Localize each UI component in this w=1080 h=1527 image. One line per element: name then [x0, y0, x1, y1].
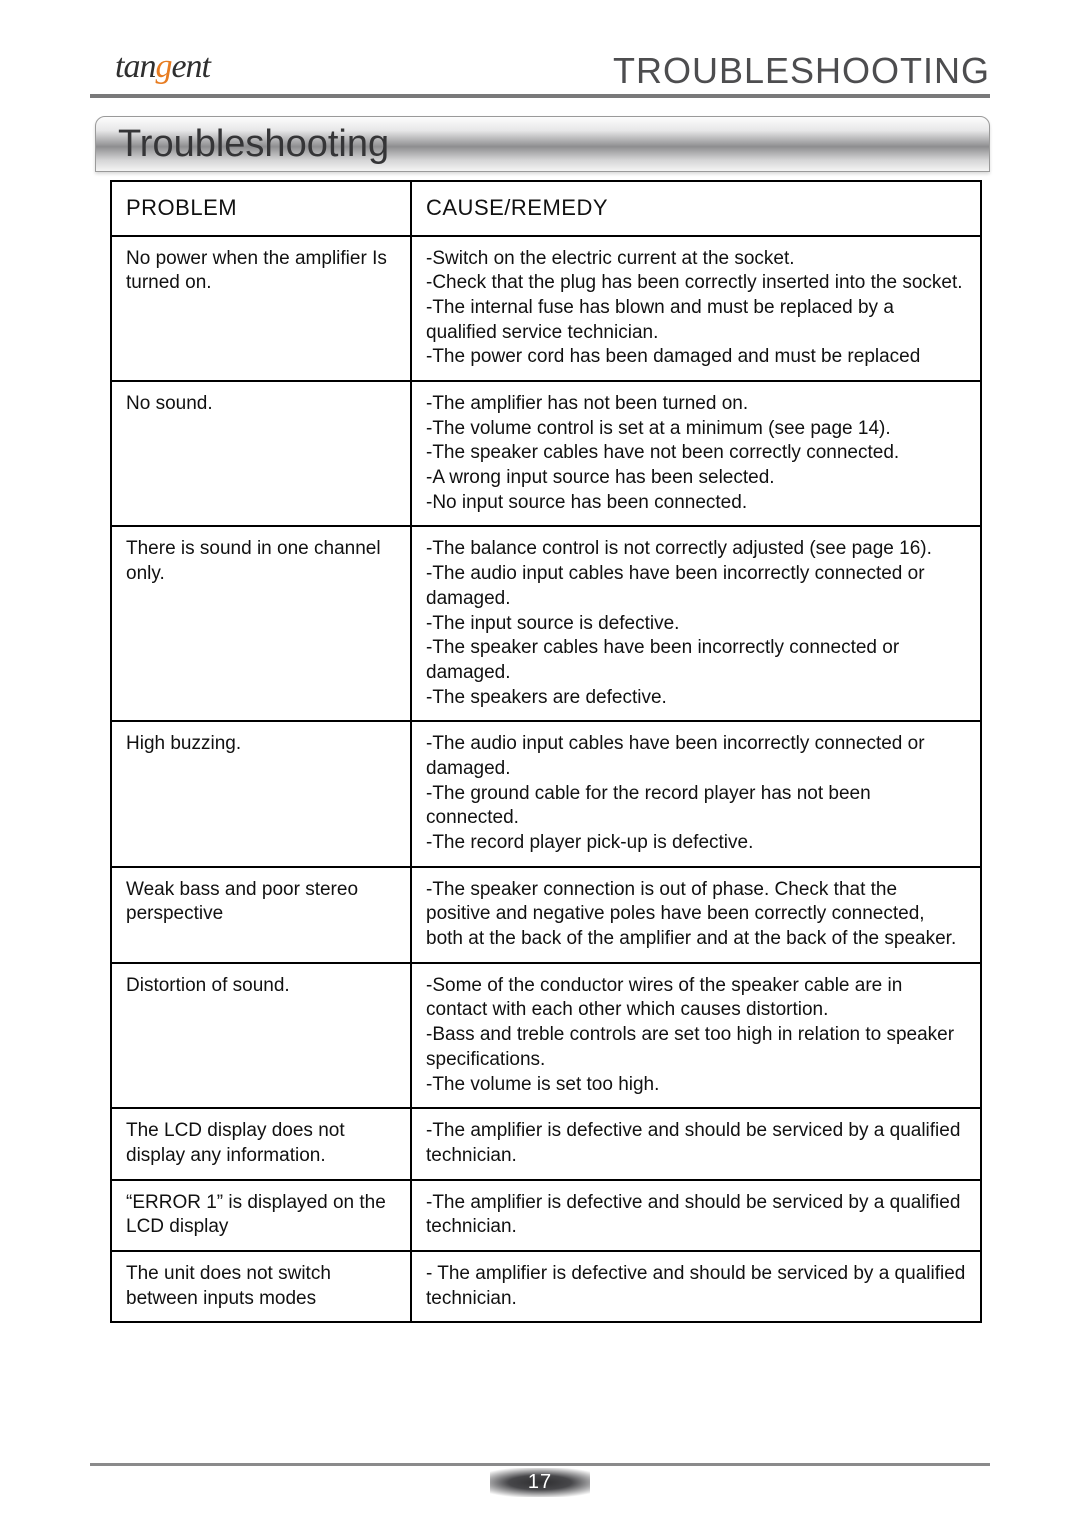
problem-cell: Weak bass and poor stereo perspective	[111, 867, 411, 963]
remedy-line: -The speaker cables have been incorrectl…	[426, 636, 966, 685]
remedy-line: -Switch on the electric current at the s…	[426, 247, 966, 272]
table-row: High buzzing. -The audio input cables hav…	[111, 721, 981, 866]
remedy-cell: -The amplifier is defective and should b…	[411, 1180, 981, 1251]
remedy-line: -Bass and treble controls are set too hi…	[426, 1023, 966, 1072]
remedy-line: -The speaker cables have not been correc…	[426, 441, 966, 466]
remedy-line: -The amplifier is defective and should b…	[426, 1119, 966, 1168]
remedy-line: -The amplifier is defective and should b…	[426, 1191, 966, 1240]
table-row: There is sound in one channel only. -The …	[111, 526, 981, 721]
remedy-line: -The audio input cables have been incorr…	[426, 562, 966, 611]
page: tangent TROUBLESHOOTING Troubleshooting …	[0, 0, 1080, 1527]
column-header-problem: PROBLEM	[111, 181, 411, 236]
remedy-line: -The power cord has been damaged and mus…	[426, 345, 966, 370]
problem-cell: The LCD display does not display any inf…	[111, 1108, 411, 1179]
remedy-line: -The balance control is not correctly ad…	[426, 537, 966, 562]
remedy-line: -A wrong input source has been selected.	[426, 466, 966, 491]
remedy-line: -The internal fuse has blown and must be…	[426, 296, 966, 345]
footer-rule	[90, 1463, 990, 1466]
section-title: TROUBLESHOOTING	[613, 50, 990, 92]
remedy-line: -The volume control is set at a minimum …	[426, 417, 966, 442]
remedy-line: -The audio input cables have been incorr…	[426, 732, 966, 781]
remedy-cell: -Some of the conductor wires of the spea…	[411, 963, 981, 1108]
remedy-cell: -The amplifier is defective and should b…	[411, 1108, 981, 1179]
problem-cell: High buzzing.	[111, 721, 411, 866]
remedy-line: -Check that the plug has been correctly …	[426, 271, 966, 296]
header-rule	[90, 94, 990, 98]
remedy-line: -No input source has been connected.	[426, 491, 966, 516]
table-row: “ERROR 1” is displayed on the LCD displa…	[111, 1180, 981, 1251]
table-row: Distortion of sound. -Some of the conduct…	[111, 963, 981, 1108]
brand-logo-text: tangent	[115, 48, 210, 85]
troubleshooting-table: PROBLEM CAUSE/REMEDY No power when the a…	[110, 180, 982, 1323]
remedy-line: -The volume is set too high.	[426, 1073, 966, 1098]
table-row: Weak bass and poor stereo perspective-Th…	[111, 867, 981, 963]
remedy-cell: - The amplifier is defective and should …	[411, 1251, 981, 1322]
banner-label: Troubleshooting	[118, 123, 389, 166]
remedy-line: -The amplifier has not been turned on.	[426, 392, 966, 417]
problem-cell: No power when the amplifier Is turned on…	[111, 236, 411, 381]
remedy-cell: -The amplifier has not been turned on.-T…	[411, 381, 981, 526]
problem-cell: The unit does not switch between inputs …	[111, 1251, 411, 1322]
brand-text-part: tan	[115, 48, 155, 85]
remedy-line: -The speakers are defective.	[426, 686, 966, 711]
remedy-line: -Some of the conductor wires of the spea…	[426, 974, 966, 1023]
table-row: No sound.-The amplifier has not been tur…	[111, 381, 981, 526]
page-number-wrap: 17	[490, 1468, 590, 1497]
remedy-line: - The amplifier is defective and should …	[426, 1262, 966, 1311]
brand-logo: tangent	[115, 48, 210, 86]
brand-accent-letter: g	[155, 48, 171, 85]
remedy-line: -The ground cable for the record player …	[426, 782, 966, 831]
remedy-cell: -The balance control is not correctly ad…	[411, 526, 981, 721]
table-header-row: PROBLEM CAUSE/REMEDY	[111, 181, 981, 236]
problem-cell: Distortion of sound.	[111, 963, 411, 1108]
problem-cell: “ERROR 1” is displayed on the LCD displa…	[111, 1180, 411, 1251]
table-row: The LCD display does not display any inf…	[111, 1108, 981, 1179]
remedy-line: -The speaker connection is out of phase.…	[426, 878, 966, 952]
remedy-line: -The input source is defective.	[426, 612, 966, 637]
section-banner: Troubleshooting	[95, 116, 990, 172]
problem-cell: No sound.	[111, 381, 411, 526]
page-number: 17	[490, 1468, 590, 1497]
table-row: The unit does not switch between inputs …	[111, 1251, 981, 1322]
remedy-cell: -The audio input cables have been incorr…	[411, 721, 981, 866]
problem-cell: There is sound in one channel only.	[111, 526, 411, 721]
table-row: No power when the amplifier Is turned on…	[111, 236, 981, 381]
remedy-line: -The record player pick-up is defective.	[426, 831, 966, 856]
remedy-cell: -Switch on the electric current at the s…	[411, 236, 981, 381]
brand-text-part: ent	[171, 48, 210, 85]
remedy-cell: -The speaker connection is out of phase.…	[411, 867, 981, 963]
column-header-remedy: CAUSE/REMEDY	[411, 181, 981, 236]
